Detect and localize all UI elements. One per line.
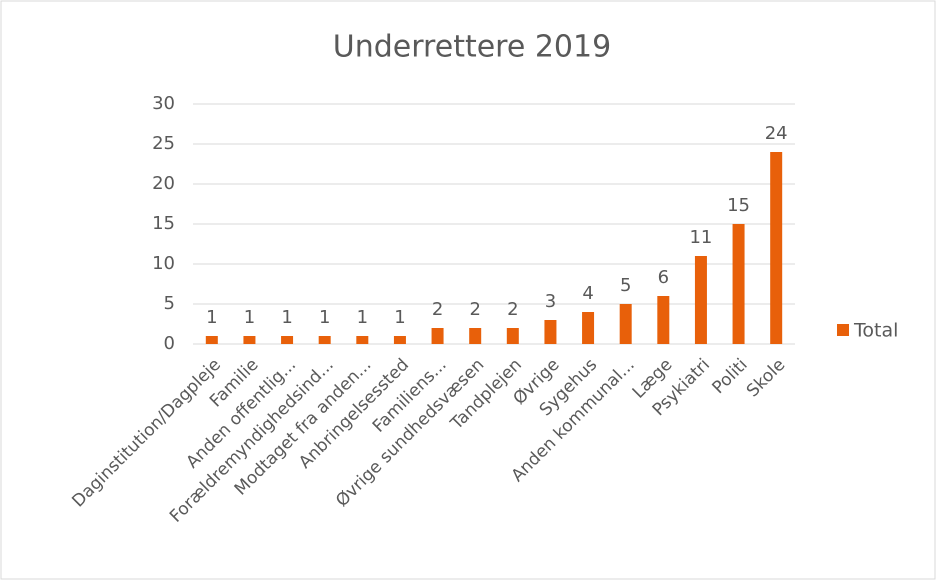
bar	[281, 336, 294, 344]
bar	[770, 152, 783, 344]
bar	[506, 328, 519, 344]
data-label: 1	[394, 307, 405, 328]
bar	[393, 336, 406, 344]
y-tick-label: 10	[152, 253, 175, 274]
data-label: 6	[658, 267, 669, 288]
data-label: 15	[727, 195, 750, 216]
bar	[431, 328, 444, 344]
bar	[469, 328, 482, 344]
data-label: 1	[244, 307, 255, 328]
legend-swatch	[837, 324, 849, 336]
data-label: 5	[620, 275, 631, 296]
bar	[694, 256, 707, 344]
data-label: 1	[319, 307, 330, 328]
data-label: 3	[545, 291, 556, 312]
data-label: 24	[765, 123, 788, 144]
bar	[619, 304, 632, 344]
y-tick-label: 30	[152, 93, 175, 114]
y-tick-label: 25	[152, 133, 175, 154]
y-tick-label: 20	[152, 173, 175, 194]
bar	[582, 312, 595, 344]
data-label: 2	[469, 299, 480, 320]
bar	[356, 336, 369, 344]
data-label: 1	[206, 307, 217, 328]
bar	[243, 336, 256, 344]
chart-title: Underrettere 2019	[333, 30, 611, 65]
bar	[544, 320, 557, 344]
legend-label: Total	[853, 320, 898, 342]
data-label: 2	[507, 299, 518, 320]
bar	[205, 336, 218, 344]
y-tick-label: 5	[164, 293, 175, 314]
y-tick-label: 0	[164, 333, 175, 354]
data-label: 2	[432, 299, 443, 320]
bar	[732, 224, 745, 344]
y-tick-label: 15	[152, 213, 175, 234]
bar	[657, 296, 670, 344]
data-label: 4	[582, 283, 593, 304]
data-label: 1	[281, 307, 292, 328]
data-label: 1	[357, 307, 368, 328]
data-label: 11	[689, 227, 712, 248]
bar	[318, 336, 331, 344]
